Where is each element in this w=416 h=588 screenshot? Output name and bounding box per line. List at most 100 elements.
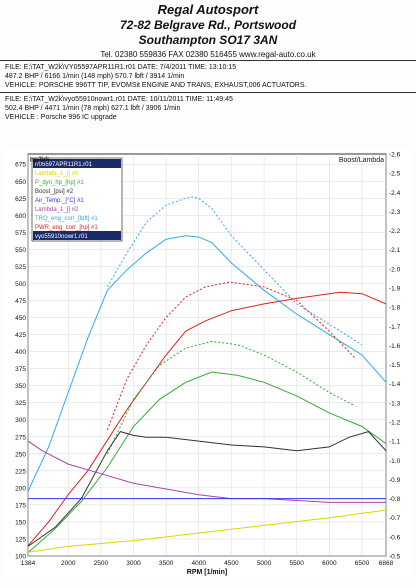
left-tick-label: 250: [15, 451, 26, 458]
legend-highlight: [33, 159, 121, 168]
run1-vehicle: VEHICLE: PORSCHE 996TT TIP, EVOMSit ENGI…: [5, 82, 307, 89]
left-tick-label: 600: [15, 213, 26, 220]
right-tick-label: -0.8: [389, 496, 401, 503]
right-tick-label: -2.4: [389, 190, 401, 197]
left-tick-label: 225: [15, 468, 26, 475]
left-tick-label: 125: [15, 536, 26, 543]
x-tick-label: 5500: [289, 560, 304, 567]
left-tick-label: 400: [15, 349, 26, 356]
right-tick-label: -1.8: [389, 305, 401, 312]
dyno-chart: 100 125 150 175 200 225 250 275 300 325 350 375 400 4…: [4, 148, 412, 576]
right-tick-label: -1.9: [389, 286, 401, 293]
series-line: [27, 509, 387, 553]
right-tick-label: -2.3: [389, 209, 401, 216]
company-contact: Tel. 02380 559836 FAX 02380 516455 www.r…: [100, 50, 316, 59]
left-tick-label: 300: [15, 417, 26, 424]
series-line: [27, 235, 387, 492]
right-tick-label: -2.1: [389, 247, 401, 254]
legend-entry: vyo55910nowr1.r01: [35, 234, 88, 240]
right-tick-label: -1.2: [389, 420, 401, 427]
x-tick-label: 3000: [126, 560, 141, 567]
left-tick-label: 150: [15, 519, 26, 526]
legend-entry: P_dyn_hp_[hp] #1: [35, 180, 84, 186]
right-tick-label: -0.7: [389, 515, 401, 522]
run1-result: 487.2 BHP / 6166 1/min (148 mph) 570.7 l…: [5, 73, 185, 80]
x-tick-label: 4000: [192, 560, 207, 567]
x-tick-label: 6868: [379, 560, 394, 567]
series-line: [27, 440, 386, 503]
company-address-line-2: Southampton SO17 3AN: [138, 33, 278, 47]
legend-box: [31, 157, 123, 242]
right-axis-ticks: -0.5 -0.6 -0.7 -0.8 -0.9 -1.0 -1.1 -1.2 -1.3 -1.4…: [389, 152, 401, 561]
company-name: Regal Autosport: [157, 2, 259, 17]
legend-highlight: [33, 231, 121, 240]
legend-entry: PWR_eng_corr_[hp] #1: [35, 225, 98, 231]
legend-entry: Lambda_1_[] #1: [35, 171, 79, 177]
left-tick-label: 100: [15, 554, 26, 561]
chart-legend: r/05597APR11R1.r01 Lambda_1_[] #1 P_dyn_hp…: [31, 157, 123, 242]
series-line: [27, 371, 387, 553]
left-tick-label: 200: [15, 485, 26, 492]
run2-result: 502.4 BHP / 4471 1/min (78 mph) 627.1 lb…: [5, 105, 181, 112]
left-tick-label: 425: [15, 332, 26, 339]
legend-entry: Lambda_1_[] #2: [35, 207, 79, 213]
left-tick-label: 625: [15, 196, 26, 203]
x-tick-label: 5000: [257, 560, 272, 567]
right-tick-label: -1.7: [389, 324, 401, 331]
series-line: [27, 431, 387, 547]
series-line: [106, 340, 356, 455]
left-tick-label: 475: [15, 298, 26, 305]
x-tick-label: 3500: [159, 560, 174, 567]
x-tick-label: 2000: [61, 560, 76, 567]
left-tick-label: 550: [15, 247, 26, 254]
left-tick-label: 175: [15, 502, 26, 509]
x-tick-label: 1384: [21, 560, 36, 567]
legend-entry: Air_Temp._[°C] #1: [35, 198, 84, 204]
left-tick-label: 450: [15, 315, 26, 322]
x-tick-label: 6000: [322, 560, 337, 567]
right-tick-label: -1.1: [389, 439, 401, 446]
divider: [0, 60, 416, 61]
left-axis-unit: hp/lbft: [30, 157, 49, 164]
divider: [0, 92, 416, 93]
left-tick-label: 650: [15, 179, 26, 186]
right-tick-label: -0.6: [389, 534, 401, 541]
x-tick-label: 4500: [224, 560, 239, 567]
right-tick-label: -1.4: [389, 381, 401, 388]
left-tick-label: 375: [15, 366, 26, 373]
right-tick-label: -2.2: [389, 228, 401, 235]
run2-file: FILE: E:\TAT_W2k\vyo55910nowr1.r01 DATE:…: [5, 96, 233, 103]
right-tick-label: -1.0: [389, 458, 401, 465]
legend-entry: TRQ_eng_corr_[lbft] #1: [35, 216, 98, 222]
right-tick-label: -0.5: [389, 554, 401, 561]
right-tick-label: -2.5: [389, 171, 401, 178]
x-tick-label: 6500: [355, 560, 370, 567]
series-line: [106, 196, 363, 346]
run2-vehicle: VEHICLE : Porsche 996 IC upgrade: [5, 114, 117, 121]
left-axis-ticks: 100 125 150 175 200 225 250 275 300 325 350 375 400 4…: [15, 162, 26, 561]
left-tick-label: 325: [15, 400, 26, 407]
run1-file: FILE: E:\TAT_W2k\VY05597APR11R1.r01 DATE…: [5, 64, 237, 71]
right-axis-unit: Boost/Lambda: [339, 157, 384, 164]
left-tick-label: 350: [15, 383, 26, 390]
right-tick-label: -1.5: [389, 362, 401, 369]
x-tick-label: 2500: [94, 560, 109, 567]
chart-series: [27, 196, 387, 553]
x-axis-label: RPM [1/min]: [187, 569, 227, 576]
left-tick-label: 525: [15, 264, 26, 271]
series-line: [106, 281, 356, 431]
right-tick-label: -1.6: [389, 343, 401, 350]
left-tick-label: 500: [15, 281, 26, 288]
right-tick-label: -1.3: [389, 400, 401, 407]
right-tick-label: -2.0: [389, 266, 401, 273]
company-address-line-1: 72-82 Belgrave Rd., Portswood: [119, 18, 297, 32]
legend-entry: r/05597APR11R1.r01: [35, 162, 93, 168]
right-tick-label: -0.9: [389, 477, 401, 484]
x-axis-ticks: 1384 2000 2500 3000 3500 4000 4500 5000 5500 6000…: [21, 560, 394, 567]
right-tick-label: -2.6: [389, 152, 401, 159]
left-tick-label: 675: [15, 162, 26, 169]
left-tick-label: 575: [15, 230, 26, 237]
series-line: [27, 291, 387, 547]
left-tick-label: 275: [15, 434, 26, 441]
